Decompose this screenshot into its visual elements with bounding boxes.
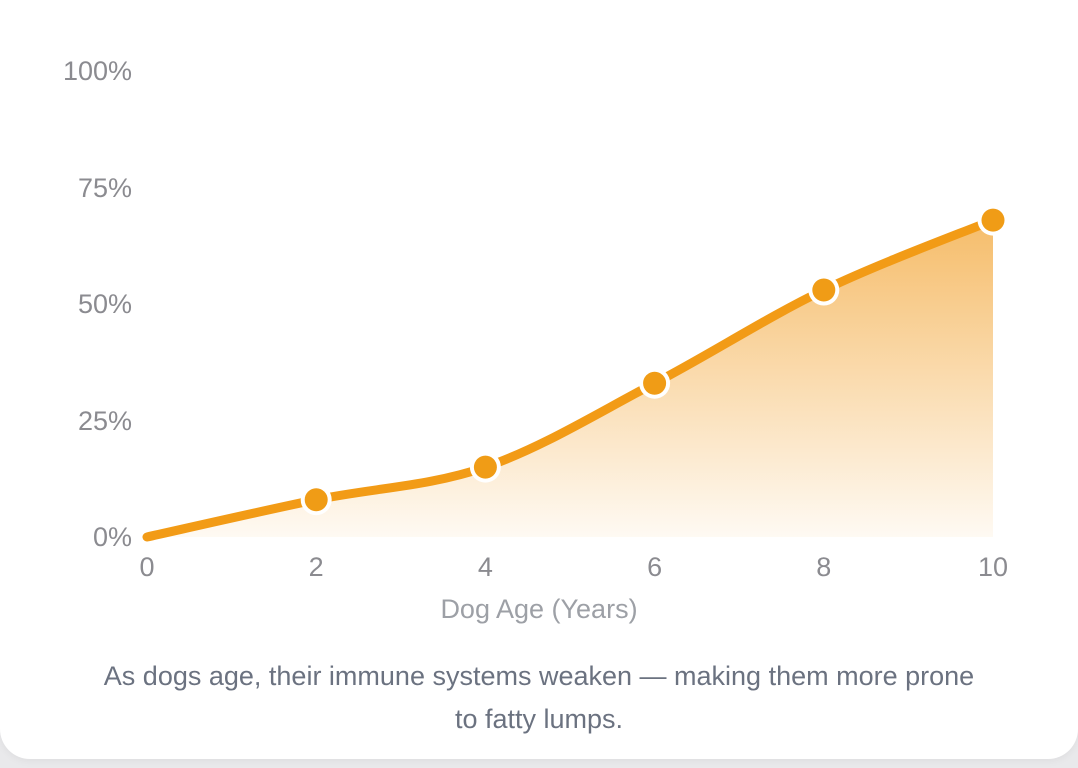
y-tick-label: 0% [92,522,132,552]
y-tick-label: 25% [77,405,132,436]
data-point-marker [812,278,836,302]
caption-line-2: to fatty lumps. [454,704,624,734]
x-tick-label: 0 [139,552,155,582]
x-tick-label: 4 [477,552,493,582]
y-tick-label: 50% [77,289,132,319]
data-point-marker [473,455,497,479]
x-tick-label: 2 [308,552,324,582]
data-point-marker [304,488,328,512]
data-point-marker [981,208,1005,232]
x-tick-label: 10 [977,552,1009,582]
trend-line [142,215,998,542]
caption-line-1: As dogs age, their immune systems weaken… [103,661,975,691]
x-axis-title: Dog Age (Years) [440,594,638,624]
x-tick-label: 8 [816,552,832,582]
chart-caption: As dogs age, their immune systems weaken… [29,655,1049,741]
x-tick-label: 6 [647,552,663,582]
y-tick-label: 75% [77,172,132,203]
area-fill [147,220,993,537]
y-tick-label: 100% [62,56,132,86]
data-point-marker [643,371,667,395]
